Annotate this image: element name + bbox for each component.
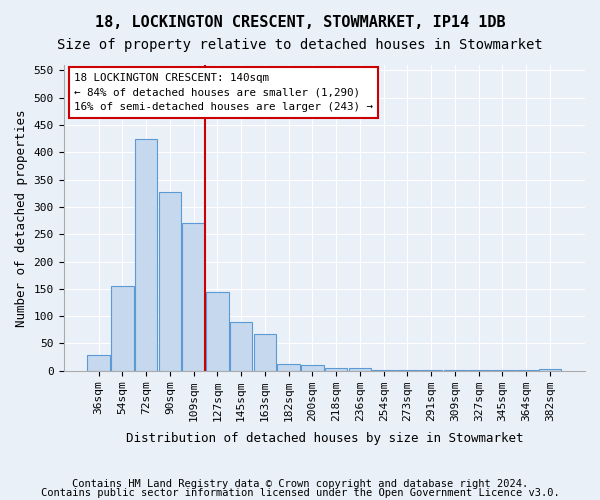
- Bar: [254, 334, 276, 370]
- Text: Contains HM Land Registry data © Crown copyright and database right 2024.: Contains HM Land Registry data © Crown c…: [72, 479, 528, 489]
- X-axis label: Distribution of detached houses by size in Stowmarket: Distribution of detached houses by size …: [125, 432, 523, 445]
- Text: 18, LOCKINGTON CRESCENT, STOWMARKET, IP14 1DB: 18, LOCKINGTON CRESCENT, STOWMARKET, IP1…: [95, 15, 505, 30]
- Bar: [539, 369, 561, 370]
- Text: Contains public sector information licensed under the Open Government Licence v3: Contains public sector information licen…: [41, 488, 559, 498]
- Bar: [325, 368, 347, 370]
- Bar: [277, 364, 300, 370]
- Bar: [111, 286, 134, 370]
- Bar: [206, 292, 229, 370]
- Bar: [301, 365, 323, 370]
- Bar: [87, 356, 110, 370]
- Y-axis label: Number of detached properties: Number of detached properties: [15, 109, 28, 326]
- Bar: [182, 224, 205, 370]
- Bar: [158, 192, 181, 370]
- Bar: [349, 368, 371, 370]
- Text: 18 LOCKINGTON CRESCENT: 140sqm
← 84% of detached houses are smaller (1,290)
16% : 18 LOCKINGTON CRESCENT: 140sqm ← 84% of …: [74, 72, 373, 112]
- Bar: [230, 322, 253, 370]
- Bar: [135, 138, 157, 370]
- Text: Size of property relative to detached houses in Stowmarket: Size of property relative to detached ho…: [57, 38, 543, 52]
